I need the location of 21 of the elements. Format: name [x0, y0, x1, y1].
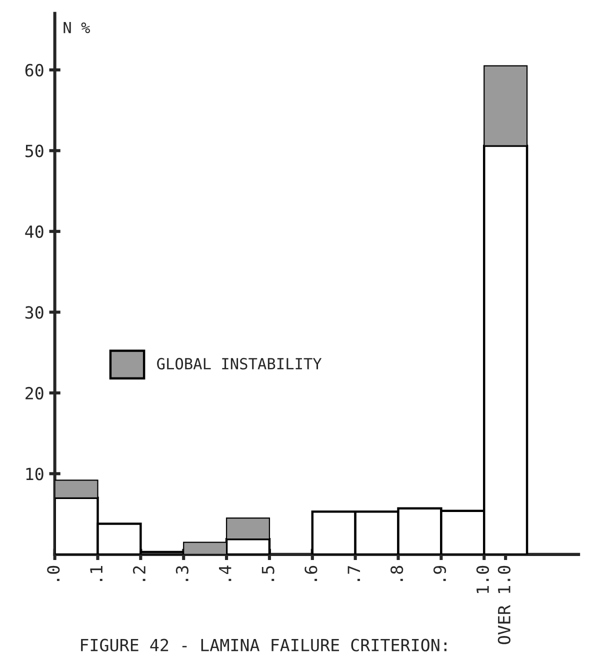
y-tick-label: 50 [25, 144, 44, 158]
x-tick-label: .8 [390, 566, 404, 581]
x-tick-label: .9 [433, 566, 446, 581]
y-tick-label: 10 [26, 468, 44, 480]
x-tick-label: .6 [304, 566, 318, 581]
y-tick-label: 40 [25, 225, 44, 238]
x-tick-label: .0 [47, 566, 60, 581]
x-tick-label: .5 [262, 566, 274, 581]
x-tick-label: OVER 1.0 [498, 566, 510, 644]
y-axis-title: N % [64, 22, 90, 34]
x-tick-label: .1 [90, 566, 102, 581]
legend-label: GLOBAL INSTABILITY [157, 358, 322, 370]
x-tick-label: 1.0 [476, 566, 489, 593]
y-tick-label: 20 [26, 386, 44, 400]
x-tick-label: .4 [219, 566, 232, 581]
y-tick-label: 60 [25, 64, 44, 77]
x-tick-label: .3 [176, 566, 188, 581]
caption: FIGURE 42 - LAMINA FAILURE CRITERION: [81, 638, 446, 652]
x-tick-label: .2 [132, 566, 146, 581]
x-tick-label: .7 [348, 566, 360, 581]
y-tick-label: 30 [25, 306, 44, 319]
